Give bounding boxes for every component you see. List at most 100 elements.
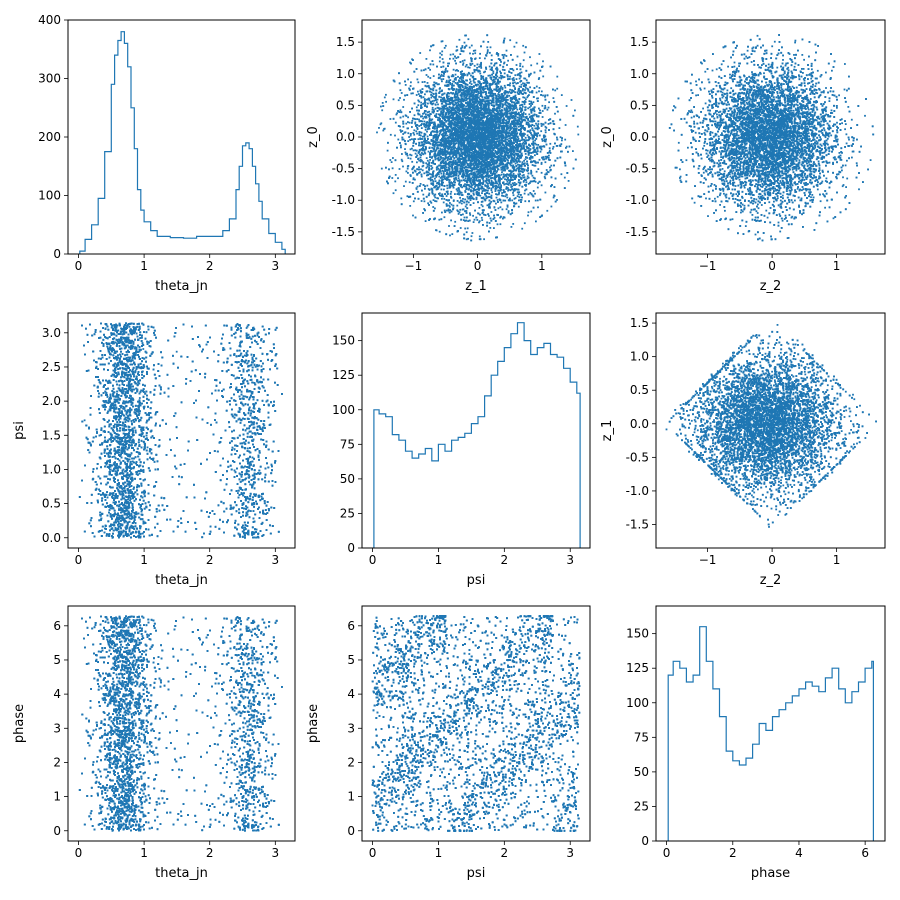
scatter-point <box>442 178 444 181</box>
scatter-point <box>470 85 473 88</box>
scatter-point <box>576 125 579 128</box>
scatter-point <box>534 192 536 195</box>
scatter-point <box>574 109 576 112</box>
scatter-point <box>464 158 467 161</box>
scatter-point <box>530 64 533 67</box>
scatter-point <box>455 93 457 95</box>
scatter-point <box>464 169 467 171</box>
scatter-point <box>442 173 445 176</box>
scatter-point <box>537 182 539 185</box>
scatter-point <box>424 187 426 190</box>
scatter-point <box>526 96 529 99</box>
scatter-point <box>450 157 452 160</box>
scatter-point <box>502 159 505 162</box>
scatter-point <box>479 87 482 90</box>
scatter-point <box>457 210 459 213</box>
scatter-point <box>519 125 522 128</box>
scatter-point <box>513 102 516 104</box>
scatter-point <box>513 45 516 48</box>
scatter-point <box>459 100 461 103</box>
scatter-point <box>428 164 431 167</box>
scatter-point <box>414 122 417 125</box>
scatter-point <box>416 118 419 120</box>
scatter-point <box>541 110 544 112</box>
scatter-point <box>473 70 476 73</box>
scatter-point <box>425 157 428 159</box>
scatter-point <box>512 170 515 172</box>
scatter-point <box>477 91 480 94</box>
scatter-point <box>428 127 431 130</box>
scatter-point <box>564 138 567 141</box>
scatter-point <box>470 74 472 77</box>
scatter-point <box>452 145 455 148</box>
scatter-point <box>495 193 497 195</box>
scatter-point <box>544 129 547 132</box>
scatter-point <box>519 170 522 172</box>
scatter-point <box>537 123 540 125</box>
scatter-point <box>458 84 461 86</box>
scatter-point <box>412 214 414 217</box>
scatter-point <box>504 178 506 181</box>
scatter-point <box>431 191 434 194</box>
scatter-point <box>489 150 492 153</box>
scatter-point <box>513 108 516 110</box>
scatter-point <box>412 92 414 95</box>
scatter-point <box>524 113 527 115</box>
scatter-point <box>516 191 519 194</box>
scatter-point <box>460 97 463 100</box>
scatter-point <box>496 143 499 146</box>
scatter-point <box>457 177 460 179</box>
scatter-point <box>443 96 445 99</box>
scatter-point <box>491 100 493 102</box>
scatter-point <box>476 143 479 146</box>
scatter-point <box>509 146 512 148</box>
scatter-point <box>508 107 511 110</box>
scatter-point <box>548 101 550 104</box>
scatter-point <box>465 172 468 175</box>
scatter-point <box>507 110 510 113</box>
scatter-point <box>452 144 455 147</box>
scatter-point <box>449 82 452 84</box>
scatter-point <box>412 200 415 203</box>
scatter-point <box>436 106 439 109</box>
scatter-point <box>497 141 500 143</box>
scatter-point <box>432 162 435 165</box>
scatter-point <box>459 119 462 121</box>
scatter-point <box>426 184 429 187</box>
scatter-point <box>422 117 425 120</box>
scatter-point <box>451 129 454 132</box>
scatter-point <box>490 200 493 203</box>
scatter-point <box>533 130 535 133</box>
scatter-point <box>525 98 527 101</box>
scatter-point <box>521 113 523 115</box>
scatter-point <box>475 193 478 195</box>
scatter-point <box>456 209 459 212</box>
scatter-point <box>482 79 485 82</box>
scatter-point <box>504 199 507 202</box>
scatter-point <box>463 201 466 204</box>
scatter-point <box>431 106 434 109</box>
scatter-point <box>410 81 412 84</box>
scatter-point <box>472 202 475 204</box>
scatter-point <box>411 138 413 141</box>
scatter-point <box>504 165 507 168</box>
scatter-point <box>542 123 545 126</box>
scatter-point <box>424 145 427 148</box>
scatter-point <box>524 89 526 91</box>
scatter-point <box>458 125 461 127</box>
scatter-point <box>464 185 466 188</box>
scatter-point <box>488 88 491 91</box>
scatter-point <box>500 173 503 176</box>
scatter-point <box>391 177 394 179</box>
scatter-point <box>517 111 520 114</box>
scatter-point <box>492 101 495 104</box>
scatter-point <box>462 120 465 122</box>
scatter-point <box>474 58 476 60</box>
scatter-point <box>476 66 478 69</box>
scatter-point <box>448 139 451 142</box>
scatter-point <box>560 94 563 96</box>
scatter-point <box>449 234 451 237</box>
scatter-point <box>479 99 482 102</box>
scatter-point <box>435 168 438 171</box>
scatter-point <box>528 106 531 109</box>
